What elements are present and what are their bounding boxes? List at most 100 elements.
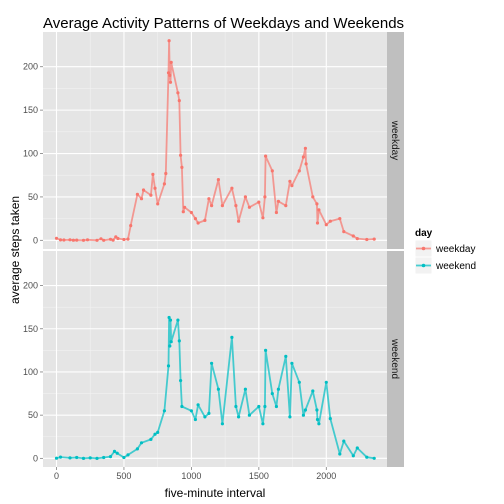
data-point-weekday-1830 (301, 155, 305, 159)
data-point-weekend-2230 (355, 446, 359, 450)
data-point-weekday-1150 (210, 204, 214, 208)
legend-label-weekday: weekday (435, 244, 475, 255)
data-point-weekend-1300 (230, 335, 234, 339)
y-tick-label-weekend-50: 50 (28, 410, 38, 420)
data-point-weekday-1050 (196, 221, 200, 225)
data-point-weekend-845 (168, 318, 173, 322)
data-point-weekend-1330 (234, 404, 238, 409)
data-point-weekend-1845 (303, 408, 307, 412)
data-point-weekend-250 (88, 456, 92, 460)
data-point-weekday-920 (179, 153, 183, 157)
y-axis-weekday: 0 50 100 150 200 (23, 62, 43, 245)
strip-label-weekend: weekend (389, 338, 400, 379)
data-point-weekend-1945 (317, 422, 321, 426)
data-point-weekend-430 (112, 449, 117, 453)
data-point-weekend-150 (75, 455, 79, 460)
chart-title: Average Activity Patterns of Weekdays an… (43, 15, 404, 32)
data-point-weekday-1945 (317, 208, 321, 212)
legend-entry-weekday: weekday (414, 239, 475, 258)
data-point-weekend-1630 (274, 404, 278, 409)
data-point-weekend-1500 (257, 404, 261, 409)
data-point-weekday-500 (122, 237, 126, 242)
data-point-weekday-400 (108, 237, 113, 241)
legend-key-point-weekday (421, 246, 426, 251)
strip-weekend-background (387, 251, 404, 467)
data-point-weekend-910 (177, 339, 181, 343)
data-point-weekend-1645 (276, 387, 280, 391)
data-point-weekday-1700 (284, 204, 288, 208)
data-point-weekday-2300 (365, 237, 369, 242)
data-point-weekend-300 (95, 456, 99, 460)
data-point-weekend-1230 (220, 422, 224, 426)
legend-key-point-weekend (421, 263, 426, 268)
data-point-weekend-830 (166, 364, 171, 368)
y-axis-title: average steps taken (8, 196, 22, 304)
gridlines-weekday (43, 32, 387, 249)
data-point-weekday-645 (141, 188, 146, 192)
data-point-weekend-1935 (315, 417, 320, 422)
data-point-weekday-800 (162, 182, 166, 186)
data-point-weekend-1700 (284, 354, 288, 358)
data-point-weekday-600 (135, 192, 139, 196)
data-point-weekday-1100 (203, 218, 207, 222)
y-tick-label-weekday-50: 50 (28, 192, 38, 202)
data-point-weekend-1545 (263, 404, 267, 409)
data-point-weekend-600 (135, 447, 139, 451)
data-point-weekday-630 (139, 197, 144, 201)
data-point-weekday-750 (156, 202, 160, 206)
data-point-weekday-850 (169, 60, 173, 64)
data-point-weekend-30 (58, 455, 63, 459)
data-point-weekday-230 (85, 238, 90, 242)
data-point-weekday-1000 (189, 210, 193, 215)
data-point-weekday-1545 (263, 195, 267, 199)
data-point-weekday-715 (151, 172, 155, 176)
data-point-weekday-840 (168, 73, 172, 77)
data-point-weekend-2030 (328, 417, 332, 421)
data-point-weekend-930 (180, 404, 184, 409)
data-point-weekday-0 (54, 236, 59, 240)
data-point-weekend-1730 (288, 415, 292, 419)
data-point-weekday-1645 (276, 199, 280, 203)
data-point-weekend-1130 (207, 411, 211, 415)
data-point-weekday-2000 (324, 223, 328, 227)
data-point-weekday-1500 (257, 200, 261, 204)
x-tick-label-500: 500 (116, 471, 131, 481)
data-point-weekday-730 (153, 186, 157, 190)
data-point-weekday-30 (58, 238, 63, 242)
data-point-weekend-2000 (324, 380, 328, 384)
x-tick-label-0: 0 (54, 471, 59, 481)
data-point-weekday-420 (111, 238, 115, 242)
data-point-weekday-950 (183, 205, 187, 209)
x-tick-label-2000: 2000 (316, 471, 336, 481)
y-tick-label-weekday-100: 100 (23, 149, 38, 159)
data-point-weekday-1330 (234, 204, 238, 208)
y-tick-label-weekday-0: 0 (33, 235, 38, 245)
data-point-weekend-1900 (311, 389, 315, 393)
data-point-weekend-700 (149, 437, 153, 441)
data-point-weekend-1430 (247, 413, 251, 417)
data-point-weekday-2130 (342, 230, 346, 234)
data-point-weekday-550 (129, 224, 133, 228)
data-point-weekday-2030 (328, 219, 332, 223)
data-point-weekend-1350 (237, 415, 241, 419)
data-point-weekday-1800 (297, 169, 301, 173)
data-point-weekday-2230 (355, 237, 359, 241)
legend-entry-weekend: weekend (414, 256, 476, 275)
data-point-weekend-530 (126, 453, 130, 457)
data-point-weekday-1200 (216, 178, 220, 182)
data-point-weekend-500 (122, 455, 126, 460)
data-point-weekday-150 (75, 238, 79, 242)
data-point-weekend-1600 (270, 392, 274, 396)
data-point-weekend-850 (169, 340, 173, 344)
data-point-weekday-125 (71, 238, 75, 242)
data-point-weekday-2355 (372, 237, 376, 241)
data-point-weekday-700 (149, 193, 153, 197)
data-point-weekday-1300 (230, 186, 234, 190)
data-point-weekday-1230 (220, 204, 224, 208)
y-tick-label-weekend-150: 150 (23, 324, 38, 334)
data-point-weekday-1600 (270, 169, 274, 173)
data-point-weekday-1400 (243, 195, 247, 199)
data-point-weekend-840 (168, 344, 172, 348)
data-point-weekday-1850 (304, 162, 308, 166)
